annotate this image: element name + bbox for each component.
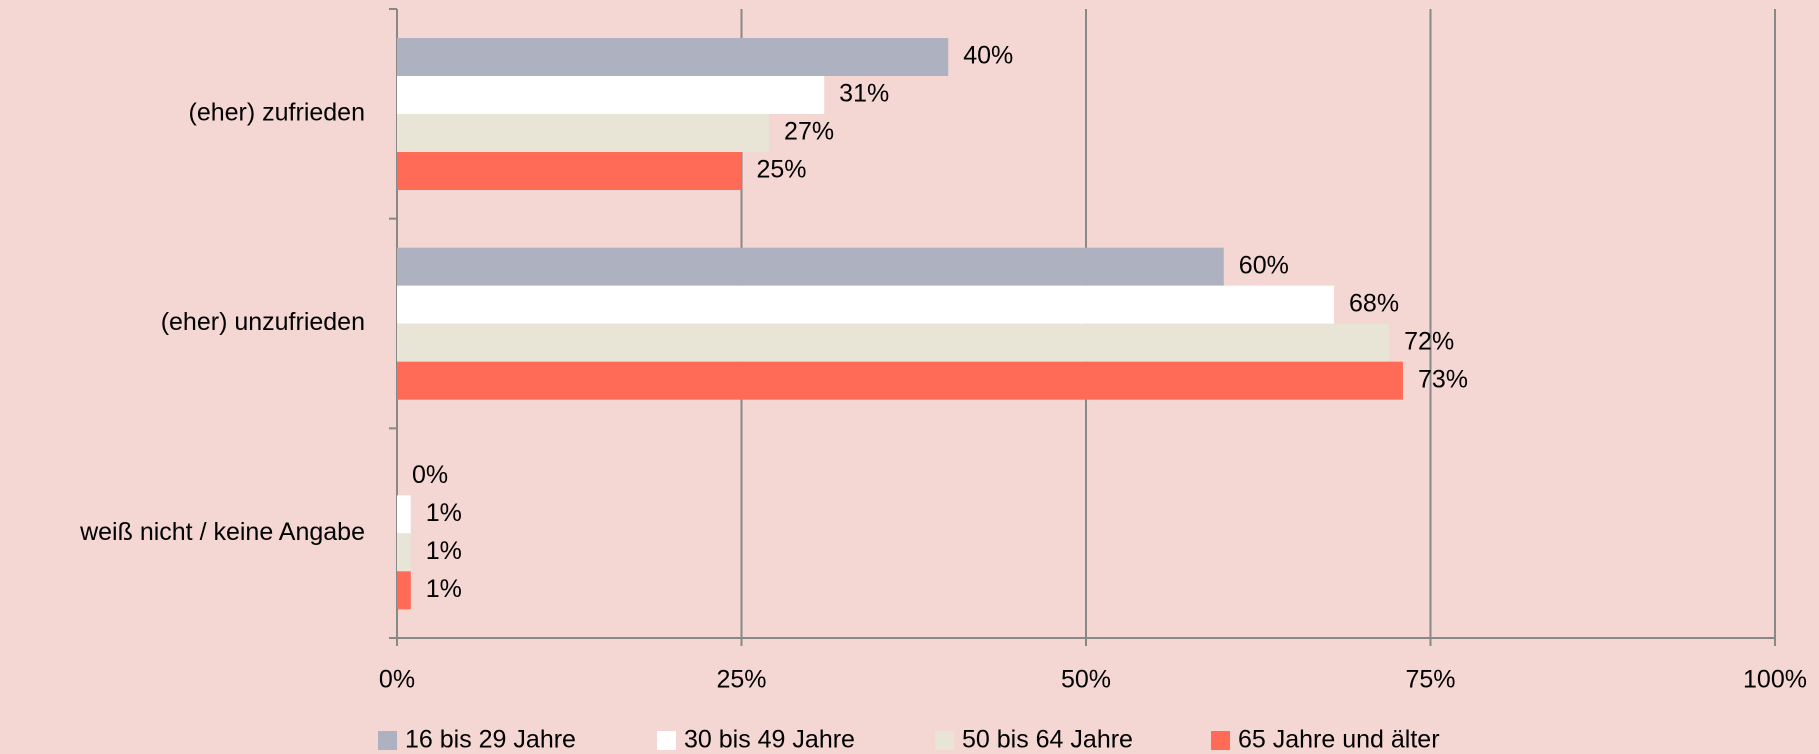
value-label: 40% xyxy=(963,42,1013,70)
legend-label: 50 bis 64 Jahre xyxy=(962,726,1133,754)
bar xyxy=(397,495,411,534)
legend-label: 16 bis 29 Jahre xyxy=(405,726,576,754)
value-label: 73% xyxy=(1418,365,1468,393)
legend-marker xyxy=(935,731,954,750)
value-label: 1% xyxy=(426,575,462,603)
bar xyxy=(397,571,411,610)
legend-label: 30 bis 49 Jahre xyxy=(684,726,855,754)
bar xyxy=(397,533,411,572)
bar xyxy=(397,323,1390,362)
legend-marker xyxy=(378,731,397,750)
legend-marker xyxy=(1211,731,1230,750)
bar xyxy=(397,38,949,76)
value-label: 68% xyxy=(1349,289,1399,317)
x-tick-label: 75% xyxy=(1405,666,1455,694)
value-label: 31% xyxy=(839,80,889,108)
value-label: 27% xyxy=(784,118,834,146)
bar xyxy=(397,247,1224,286)
bar xyxy=(397,361,1403,400)
y-tick-label: weiß nicht / keine Angabe xyxy=(79,518,365,546)
value-label: 0% xyxy=(412,461,448,489)
bar xyxy=(397,114,770,152)
x-tick-label: 0% xyxy=(379,666,415,694)
value-label: 1% xyxy=(426,537,462,565)
value-label: 1% xyxy=(426,499,462,527)
x-tick-label: 50% xyxy=(1061,666,1111,694)
legend-label: 65 Jahre und älter xyxy=(1238,726,1440,754)
value-label: 60% xyxy=(1239,251,1289,279)
y-tick-label: (eher) zufrieden xyxy=(189,98,365,126)
x-tick-label: 100% xyxy=(1743,666,1807,694)
bar xyxy=(397,285,1335,324)
legend-marker xyxy=(657,731,676,750)
y-tick-label: (eher) unzufrieden xyxy=(161,308,365,336)
value-label: 72% xyxy=(1404,327,1454,355)
value-label: 25% xyxy=(757,156,807,184)
bar xyxy=(397,152,742,190)
x-tick-label: 25% xyxy=(716,666,766,694)
bar xyxy=(397,76,825,114)
